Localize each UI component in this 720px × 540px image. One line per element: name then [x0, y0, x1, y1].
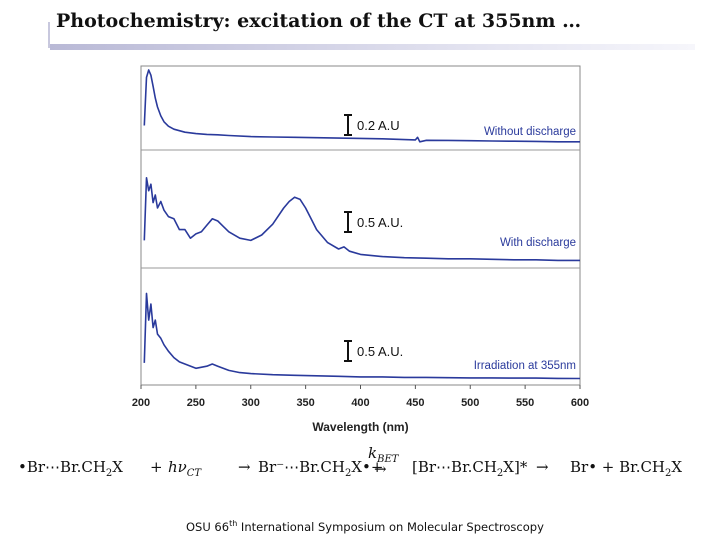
series-label-3: Irradiation at 355nm [474, 360, 576, 372]
scale-bar-label: 0.5 A.U. [357, 215, 403, 230]
series-line-2 [143, 177, 580, 262]
eq-arrow-3: → [536, 458, 549, 476]
eq-arrow-2: → [374, 460, 387, 478]
x-tick-label: 300 [242, 397, 260, 409]
x-tick-label: 600 [571, 397, 589, 409]
eq-product-1: Br⁻⋯Br.CH2X•+ [258, 458, 384, 479]
scale-bar-label: 0.5 A.U. [357, 344, 403, 359]
eq-arrow-1: → [238, 458, 251, 476]
title-rule-vertical [48, 22, 50, 48]
x-tick-label: 400 [351, 397, 369, 409]
x-tick-label: 500 [461, 397, 479, 409]
series-line-1 [143, 69, 580, 143]
x-tick-label: 200 [132, 397, 150, 409]
series-line-3 [143, 292, 581, 380]
x-tick-label: 450 [406, 397, 424, 409]
slide-title: Photochemistry: excitation of the CT at … [56, 10, 582, 32]
x-axis-label: Wavelength (nm) [312, 420, 408, 434]
eq-rate-constant: kBET [368, 444, 399, 465]
title-rule [50, 44, 695, 50]
eq-photon: hνCT [168, 458, 202, 479]
x-tick-label: 550 [516, 397, 534, 409]
scale-bar-label: 0.2 A.U [357, 118, 400, 133]
eq-plus: + [150, 458, 163, 476]
series-label-2: With discharge [500, 237, 576, 249]
x-tick-label: 350 [296, 397, 314, 409]
series-label-1: Without discharge [484, 126, 576, 138]
eq-product-2: [Br⋯Br.CH2X]* [412, 458, 528, 479]
eq-product-3: Br• + Br.CH2X [570, 458, 683, 479]
footer-text: OSU 66th International Symposium on Mole… [186, 519, 544, 534]
x-tick-label: 250 [187, 397, 205, 409]
eq-reactant: •Br⋯Br.CH2X [18, 458, 123, 479]
